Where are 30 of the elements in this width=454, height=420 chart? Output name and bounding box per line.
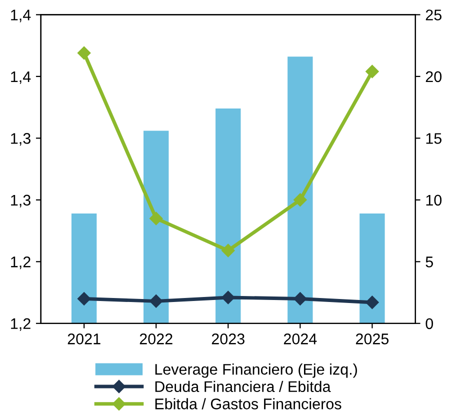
point [222,290,235,304]
point [366,64,379,78]
x-tick-label: 2022 [140,334,172,344]
legend-label: Ebitda / Gastos Financieros [155,398,342,410]
legend-label: Deuda Financiera / Ebitda [155,380,331,392]
point [150,294,163,308]
point [150,212,163,226]
x-tick-label: 2021 [68,334,100,344]
y2-tick-label: 5 [426,256,433,268]
point [294,193,307,207]
y-tick-label: 1,2 [11,256,30,270]
point [77,46,91,60]
y2-tick-label: 20 [426,71,442,82]
y2-tick-label: 10 [426,194,442,206]
point [366,296,379,309]
point [77,292,91,306]
y-tick-label: 1,3 [11,133,30,146]
x-tick-label: 2023 [212,334,244,344]
x-tick-label: 2025 [356,334,389,344]
y2-tick-label: 15 [426,133,442,144]
y2-tick-label: 0 [426,318,434,330]
point [222,244,235,258]
y-tick-label: 1,4 [11,10,31,22]
x-tick-label: 2024 [284,334,317,344]
y2-tick-label: 25 [426,10,442,20]
point [294,292,307,306]
y-tick-label: 1,3 [11,194,30,208]
y-tick-label: 1,2 [11,318,30,331]
legend-label: Leverage Financiero (Eje izq.) [155,364,357,378]
y-tick-label: 1,4 [11,71,31,84]
